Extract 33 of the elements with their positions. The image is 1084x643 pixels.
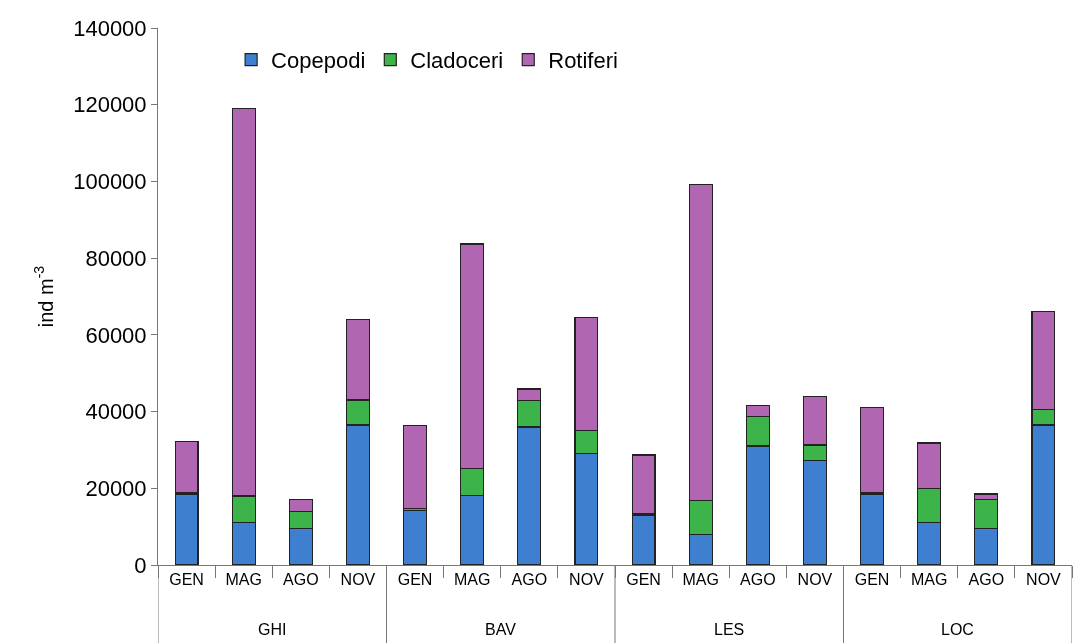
legend-label: Copepodi	[271, 48, 366, 74]
x-tick-label: AGO	[740, 571, 776, 589]
x-tick-label: GEN	[397, 571, 433, 589]
y-tick-label: 0	[134, 552, 147, 578]
y-tick-label: 60000	[85, 322, 147, 348]
bar	[403, 509, 428, 565]
x-tick-label: AGO	[968, 571, 1005, 589]
y-tick-label: 80000	[85, 245, 147, 271]
legend-label: Rotiferi	[548, 48, 618, 74]
bar	[403, 425, 428, 509]
x-tick-label: NOV	[340, 571, 376, 589]
text: GHI	[258, 621, 287, 638]
x-tick-label: GEN	[169, 571, 204, 589]
legend-label: Cladoceri	[410, 48, 504, 74]
x-tick-label: NOV	[1026, 571, 1062, 589]
x-tick-label: NOV	[569, 571, 605, 589]
text: BAV	[485, 621, 517, 638]
x-tick-label: MAG	[682, 571, 719, 589]
y-tick-label: 140000	[73, 15, 147, 41]
text: LES	[714, 621, 745, 638]
y-tick-label: 40000	[85, 399, 147, 425]
x-tick-label: NOV	[797, 571, 833, 589]
x-tick-label: AGO	[283, 571, 319, 589]
y-tick-label: 120000	[73, 92, 147, 118]
x-tick-label: AGO	[511, 571, 548, 589]
x-tick-label: GEN	[854, 571, 890, 589]
y-tick-label: 20000	[85, 475, 147, 501]
x-tick-label: MAG	[225, 571, 262, 589]
x-tick-label: GEN	[626, 571, 661, 589]
y-tick-label: 100000	[73, 169, 147, 195]
x-tick-label: MAG	[910, 571, 948, 589]
text: LOC	[941, 621, 974, 638]
x-tick-label: MAG	[453, 571, 491, 589]
